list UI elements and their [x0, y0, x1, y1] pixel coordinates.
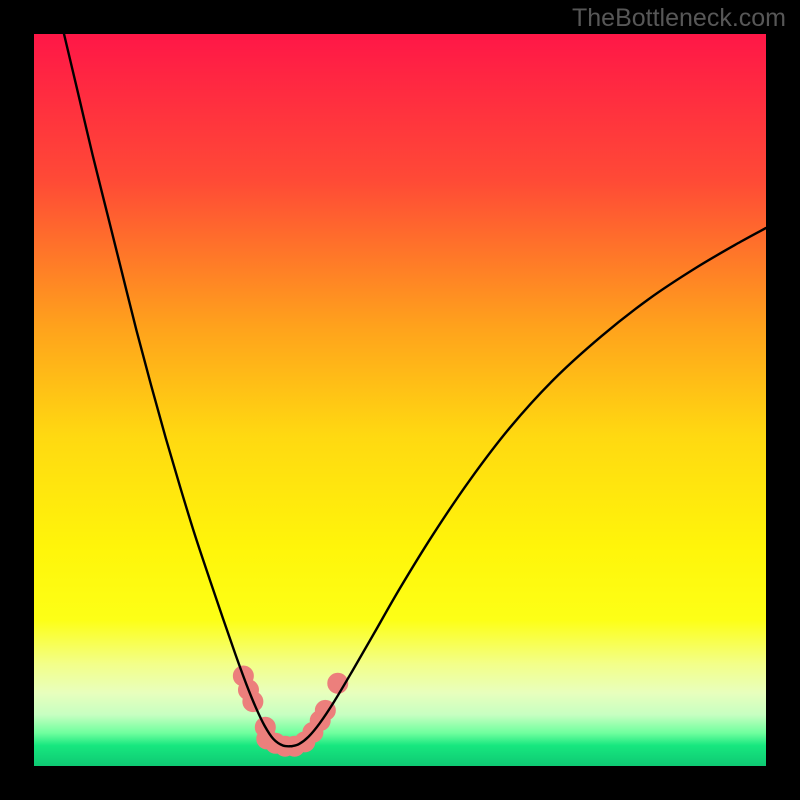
curve-left_curve [64, 34, 292, 746]
curve-right_curve [292, 228, 766, 746]
marker-layer [233, 666, 347, 756]
chart-svg [34, 34, 766, 766]
watermark-text: TheBottleneck.com [572, 4, 786, 33]
plot-area [34, 34, 766, 766]
curve-layer [64, 34, 766, 746]
